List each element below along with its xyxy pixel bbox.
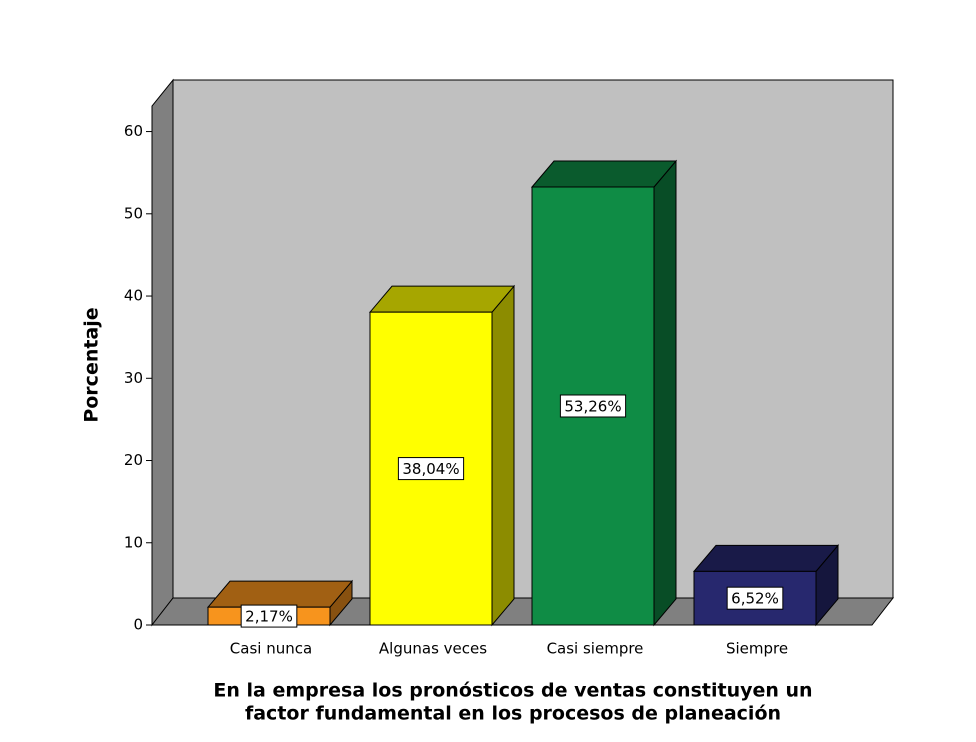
value-label: 53,26% xyxy=(564,397,621,415)
y-tick-label: 10 xyxy=(124,533,143,551)
x-tick-label: Casi nunca xyxy=(230,640,312,658)
bar-side xyxy=(491,284,515,627)
y-tick-label: 0 xyxy=(133,616,143,634)
y-tick-label: 50 xyxy=(124,204,143,222)
value-label: 2,17% xyxy=(245,608,293,626)
value-label-box xyxy=(240,604,298,628)
bar-top xyxy=(368,285,516,313)
x-tick-label: Algunas veces xyxy=(379,640,487,658)
y-tick-label: 20 xyxy=(124,451,143,469)
bar-side xyxy=(653,159,677,627)
bar-top xyxy=(692,544,840,572)
bar-top xyxy=(206,580,354,608)
bar-top xyxy=(530,160,678,188)
y-tick-label: 30 xyxy=(124,369,143,387)
value-label: 6,52% xyxy=(731,590,779,608)
side-wall xyxy=(151,78,174,627)
x-tick-label: Casi siempre xyxy=(547,640,644,658)
y-tick-label: 40 xyxy=(124,287,143,305)
value-label-box xyxy=(726,586,784,610)
x-axis-label: En la empresa los pronósticos de ventas … xyxy=(213,680,812,702)
value-label-box xyxy=(397,457,465,481)
value-label: 38,04% xyxy=(402,460,459,478)
y-tick-label: 60 xyxy=(124,122,143,140)
y-axis-label: Porcentaje xyxy=(81,307,103,422)
x-tick-label: Siempre xyxy=(726,640,788,658)
x-axis-label: factor fundamental en los procesos de pl… xyxy=(245,703,781,725)
value-label-box xyxy=(559,394,627,418)
